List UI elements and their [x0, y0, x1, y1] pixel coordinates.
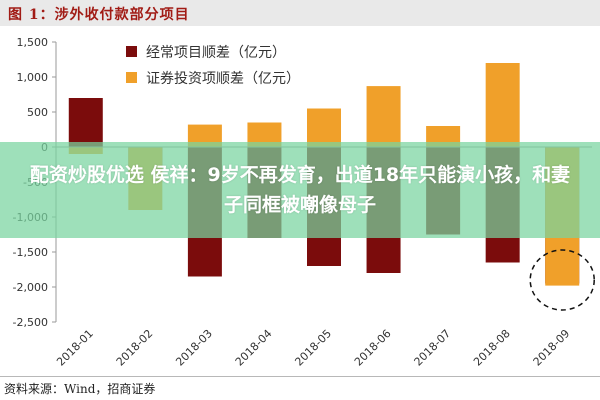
legend-swatch: [126, 72, 137, 83]
overlay-headline[interactable]: 配资炒股优选 侯祥：9岁不再发育，出道18年只能演小孩，和妻子同框被嘲像母子: [29, 164, 571, 216]
x-tick-label: 2018-02: [114, 327, 156, 369]
x-tick-label: 2018-07: [412, 327, 454, 369]
x-tick-label: 2018-06: [352, 327, 394, 369]
y-tick-label: 500: [27, 106, 48, 119]
y-tick-label: 1,000: [17, 71, 49, 84]
highlight-circle: [529, 249, 595, 311]
chart-annotation: [529, 249, 595, 311]
figure-title: 图 1：涉外收付款部分项目: [8, 7, 190, 23]
x-tick-label: 2018-09: [531, 327, 573, 369]
bar-securities-2018-08: [485, 63, 520, 147]
bar-securities-2018-07: [426, 126, 461, 147]
x-tick-label: 2018-04: [233, 327, 275, 369]
bar-securities-2018-06: [366, 86, 401, 147]
x-tick-label: 2018-05: [292, 327, 334, 369]
y-tick-label: 1,500: [17, 36, 49, 49]
header-bar: [0, 0, 600, 26]
footer-divider: [0, 376, 600, 377]
bar-securities-2018-05: [307, 108, 341, 147]
overlay-banner[interactable]: [0, 142, 600, 238]
legend-label: 经常项目顺差（亿元）: [146, 45, 286, 61]
bar-current-account-2018-01: [68, 98, 103, 147]
x-tick-label: 2018-01: [54, 327, 96, 369]
y-tick-label: -1,500: [13, 246, 48, 259]
y-tick-label: -2,500: [13, 316, 48, 329]
legend-swatch: [126, 46, 137, 57]
bar-securities-2018-03: [187, 124, 222, 147]
x-tick-label: 2018-08: [471, 327, 513, 369]
y-tick-label: -2,000: [13, 281, 48, 294]
x-axis: 2018-01 2018-02 2018-03 2018-04 2018-05 2018-…: [54, 327, 572, 369]
legend-label: 证券投资项顺差（亿元）: [146, 71, 300, 87]
source-note: 资料来源：Wind，招商证券: [4, 382, 156, 396]
x-tick-label: 2018-03: [173, 327, 215, 369]
chart-legend: 经常项目顺差（亿元） 证券投资项顺差（亿元）: [126, 45, 300, 87]
